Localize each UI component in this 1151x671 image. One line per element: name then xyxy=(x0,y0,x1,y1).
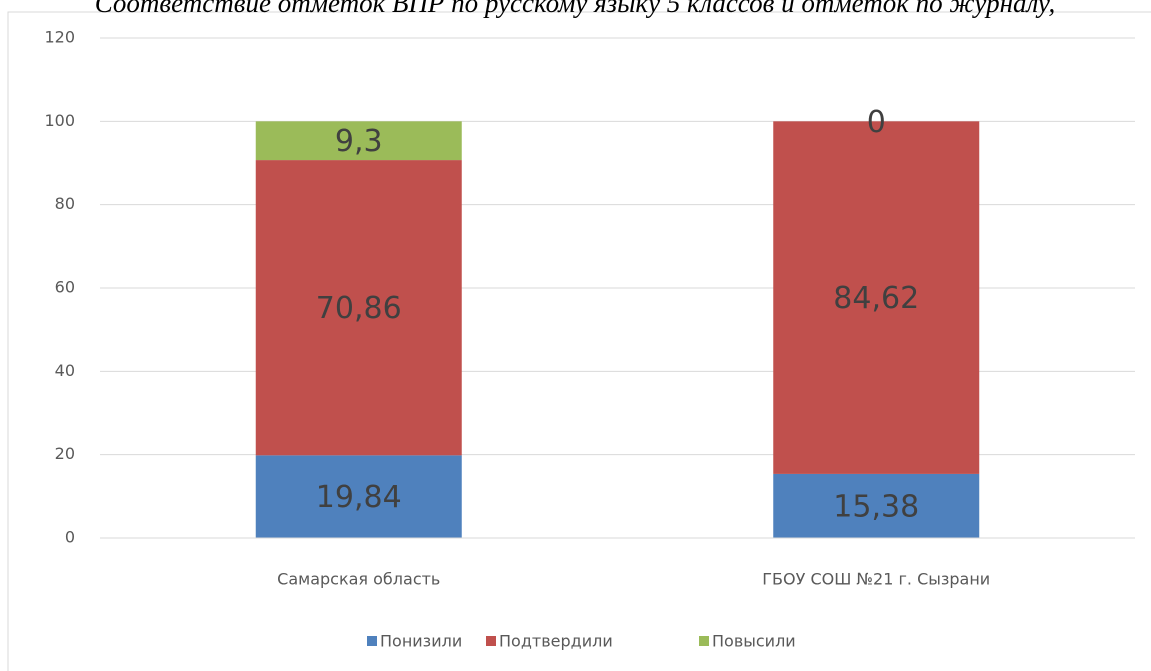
legend-label: Понизили xyxy=(380,632,462,651)
x-tick-label: Самарская область xyxy=(277,570,440,589)
x-tick-label: ГБОУ СОШ №21 г. Сызрани xyxy=(762,570,990,589)
data-label: 70,86 xyxy=(316,291,402,326)
y-tick-label: 0 xyxy=(65,528,75,547)
bar-segment xyxy=(773,473,980,538)
chart-frame xyxy=(7,11,1151,671)
data-label: 19,84 xyxy=(316,480,402,515)
y-tick-label: 20 xyxy=(55,444,75,463)
legend-swatch xyxy=(486,636,496,646)
legend-swatch xyxy=(699,636,709,646)
y-tick-label: 40 xyxy=(55,361,75,380)
bar-segment xyxy=(255,160,462,456)
bar-segment xyxy=(255,455,462,538)
data-label: 84,62 xyxy=(833,281,919,316)
y-tick-label: 80 xyxy=(55,194,75,213)
legend-label: Подтвердили xyxy=(499,632,613,651)
y-tick-label: 100 xyxy=(44,111,75,130)
y-tick-label: 60 xyxy=(55,278,75,297)
y-tick-label: 120 xyxy=(44,28,75,47)
legend-swatch xyxy=(367,636,377,646)
data-label: 9,3 xyxy=(335,124,383,159)
bar-segment xyxy=(255,121,462,161)
data-label: 0 xyxy=(867,105,886,140)
chart-title: Соответствие отметок ВПР по русскому язы… xyxy=(95,0,1056,18)
bar-segment xyxy=(773,121,980,474)
legend-label: Повысили xyxy=(712,632,796,651)
data-label: 15,38 xyxy=(833,489,919,524)
